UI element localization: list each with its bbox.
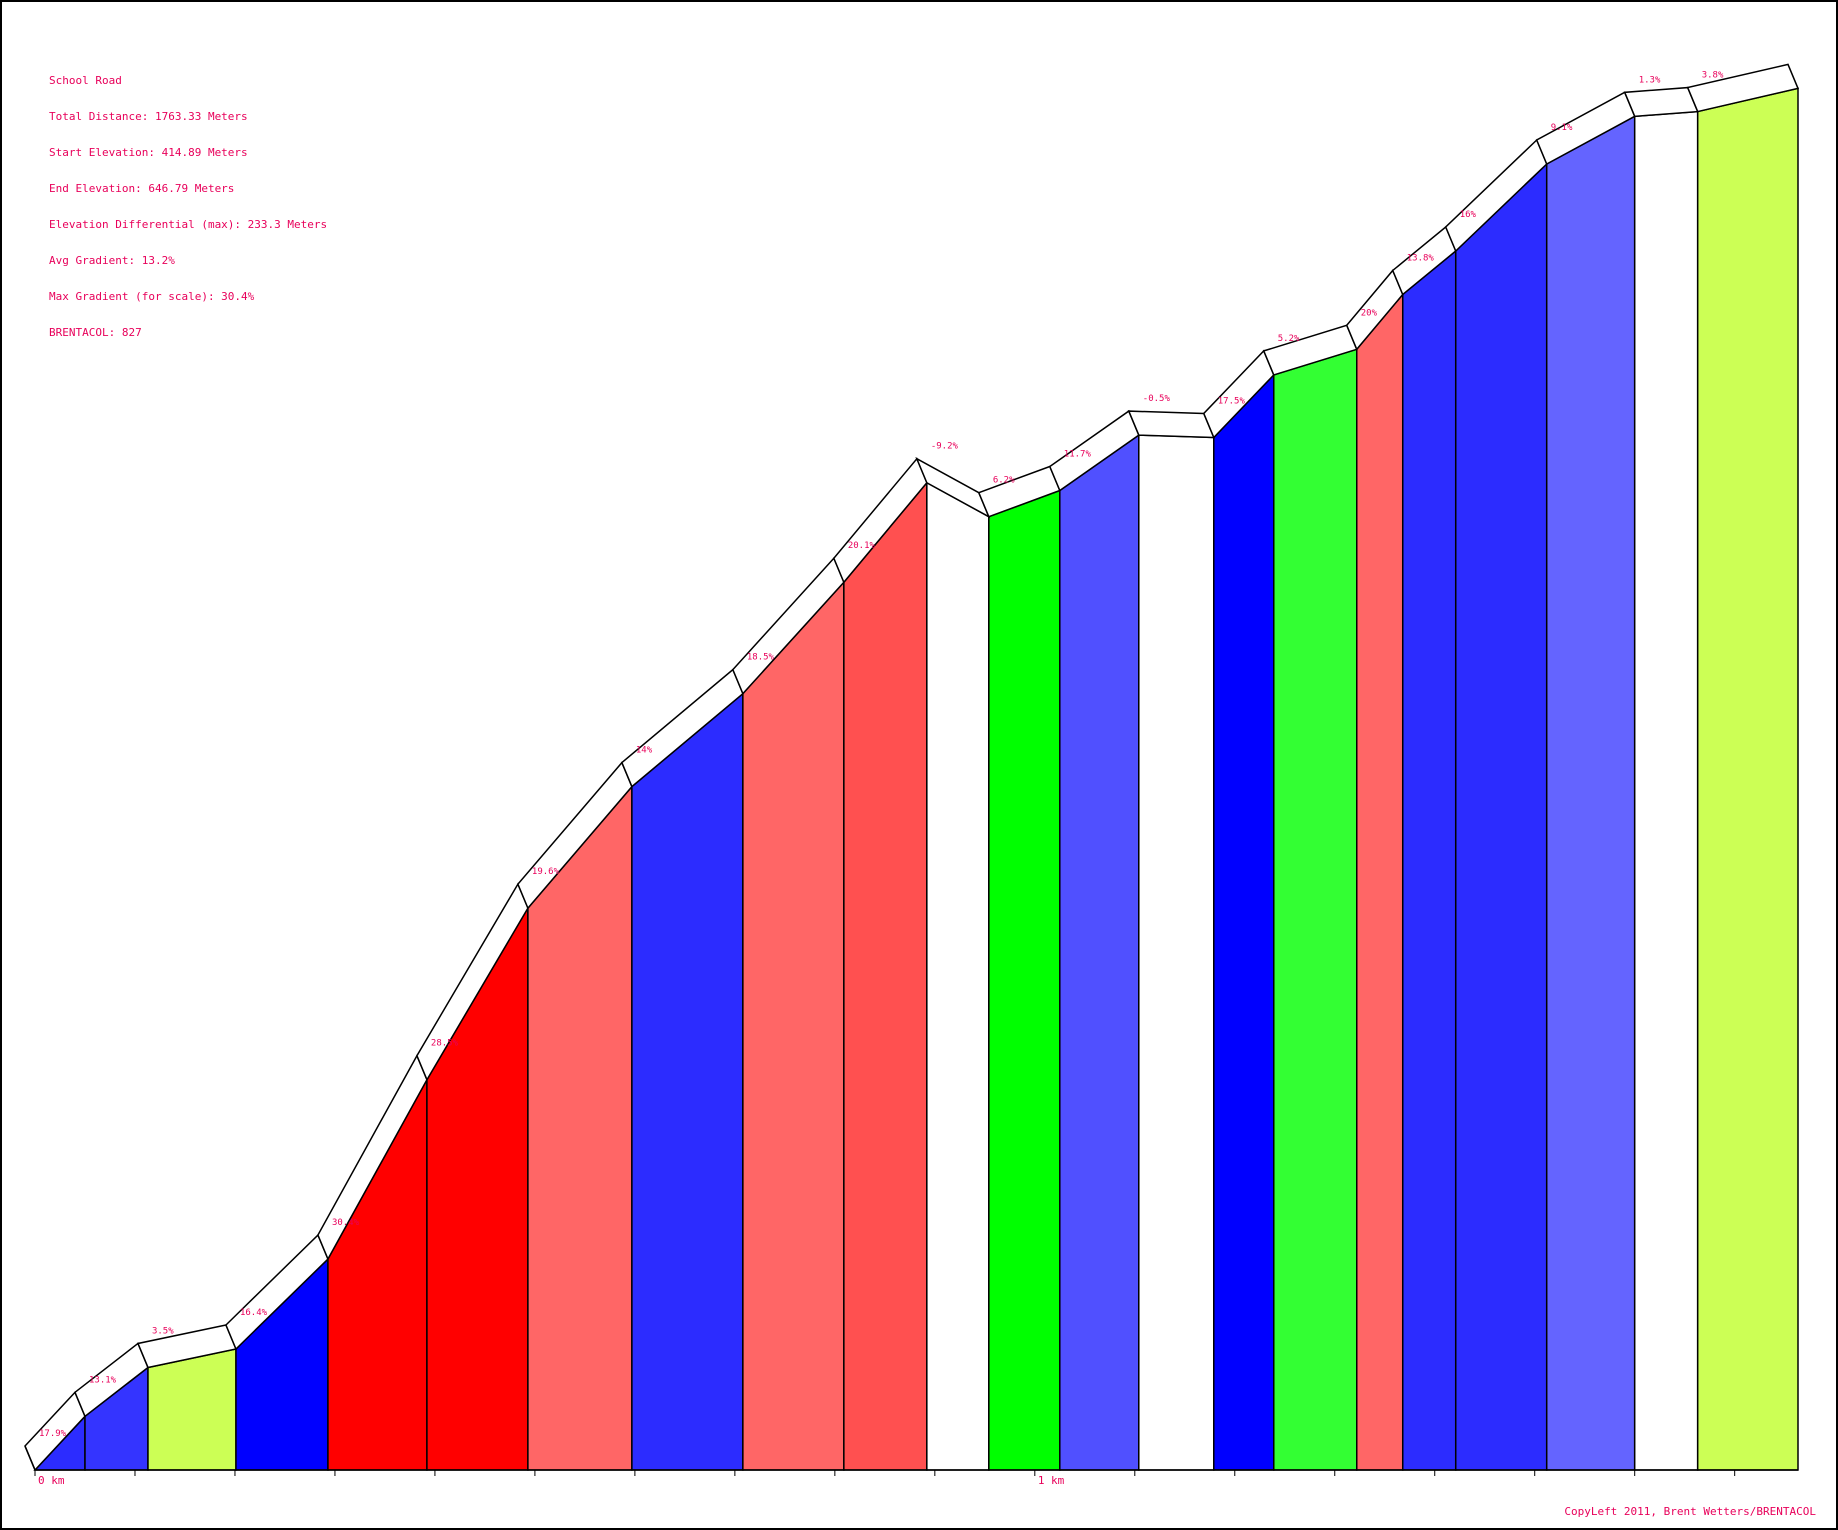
max-gradient: Max Gradient (for scale): 30.4%	[49, 290, 255, 303]
gradient-label: 17.5%	[1218, 396, 1246, 406]
gradient-label: -9.2%	[931, 442, 959, 452]
segment-bar	[1059, 433, 1140, 1471]
segment-top-band	[1127, 410, 1215, 439]
route-title: School Road	[49, 74, 122, 87]
gradient-label: 17.9%	[39, 1429, 67, 1439]
segment-bar	[1138, 434, 1215, 1471]
x-axis-tick-label: 0 km	[38, 1474, 65, 1487]
segment-top-band	[1686, 63, 1800, 113]
gradient-label: 20.1%	[848, 541, 876, 551]
gradient-label: 16.4%	[240, 1308, 268, 1318]
segment-bar	[1401, 249, 1457, 1471]
copyright-text: CopyLeft 2011, Brent Wetters/BRENTACOL	[1564, 1505, 1816, 1518]
segment-bar	[1356, 292, 1404, 1471]
segment-bar	[1633, 110, 1699, 1471]
gradient-label: 11.7%	[1064, 449, 1092, 459]
gradient-label: 14%	[636, 746, 653, 756]
segment-bar	[926, 481, 990, 1471]
segment-bar	[631, 692, 744, 1471]
gradient-label: 13.1%	[89, 1375, 117, 1385]
segment-bar	[742, 580, 845, 1471]
segment-bar	[843, 480, 928, 1471]
gradient-label: 1.3%	[1639, 75, 1661, 85]
segment-top-band	[1623, 86, 1699, 118]
segment-bar	[1696, 87, 1799, 1471]
segment-bar	[1545, 115, 1636, 1471]
gradient-label: 20%	[1361, 308, 1378, 318]
gradient-label: 18.5%	[747, 653, 775, 663]
segment-bar	[147, 1348, 237, 1471]
gradient-label: -0.5%	[1143, 394, 1171, 404]
elevation-differential: Elevation Differential (max): 233.3 Mete…	[49, 218, 328, 231]
brentacol-score: BRENTACOL: 827	[49, 326, 142, 339]
segment-bar	[1454, 162, 1548, 1471]
gradient-label: 6.2%	[993, 476, 1015, 486]
segment-bar	[1213, 373, 1275, 1471]
route-info: School Road Total Distance: 1763.33 Mete…	[49, 51, 327, 351]
gradient-label: 28.5%	[431, 1039, 459, 1049]
avg-gradient: Avg Gradient: 13.2%	[49, 254, 175, 267]
segment-bar	[1273, 348, 1358, 1471]
start-elevation: Start Elevation: 414.89 Meters	[49, 146, 248, 159]
end-elevation: End Elevation: 646.79 Meters	[49, 182, 235, 195]
gradient-label: 9.1%	[1551, 123, 1573, 133]
profile-start-edge	[24, 1445, 36, 1471]
x-axis-tick-label: 1 km	[1038, 1474, 1065, 1487]
segment-bar	[988, 489, 1061, 1471]
gradient-label: 19.6%	[532, 867, 560, 877]
gradient-label: 3.8%	[1702, 71, 1724, 81]
gradient-label: 16%	[1460, 210, 1477, 220]
gradient-label: 3.5%	[152, 1326, 174, 1336]
gradient-label: 5.2%	[1278, 334, 1300, 344]
gradient-label: 30.4%	[332, 1218, 360, 1228]
gradient-label: 13.8%	[1407, 253, 1435, 263]
total-distance: Total Distance: 1763.33 Meters	[49, 110, 248, 123]
